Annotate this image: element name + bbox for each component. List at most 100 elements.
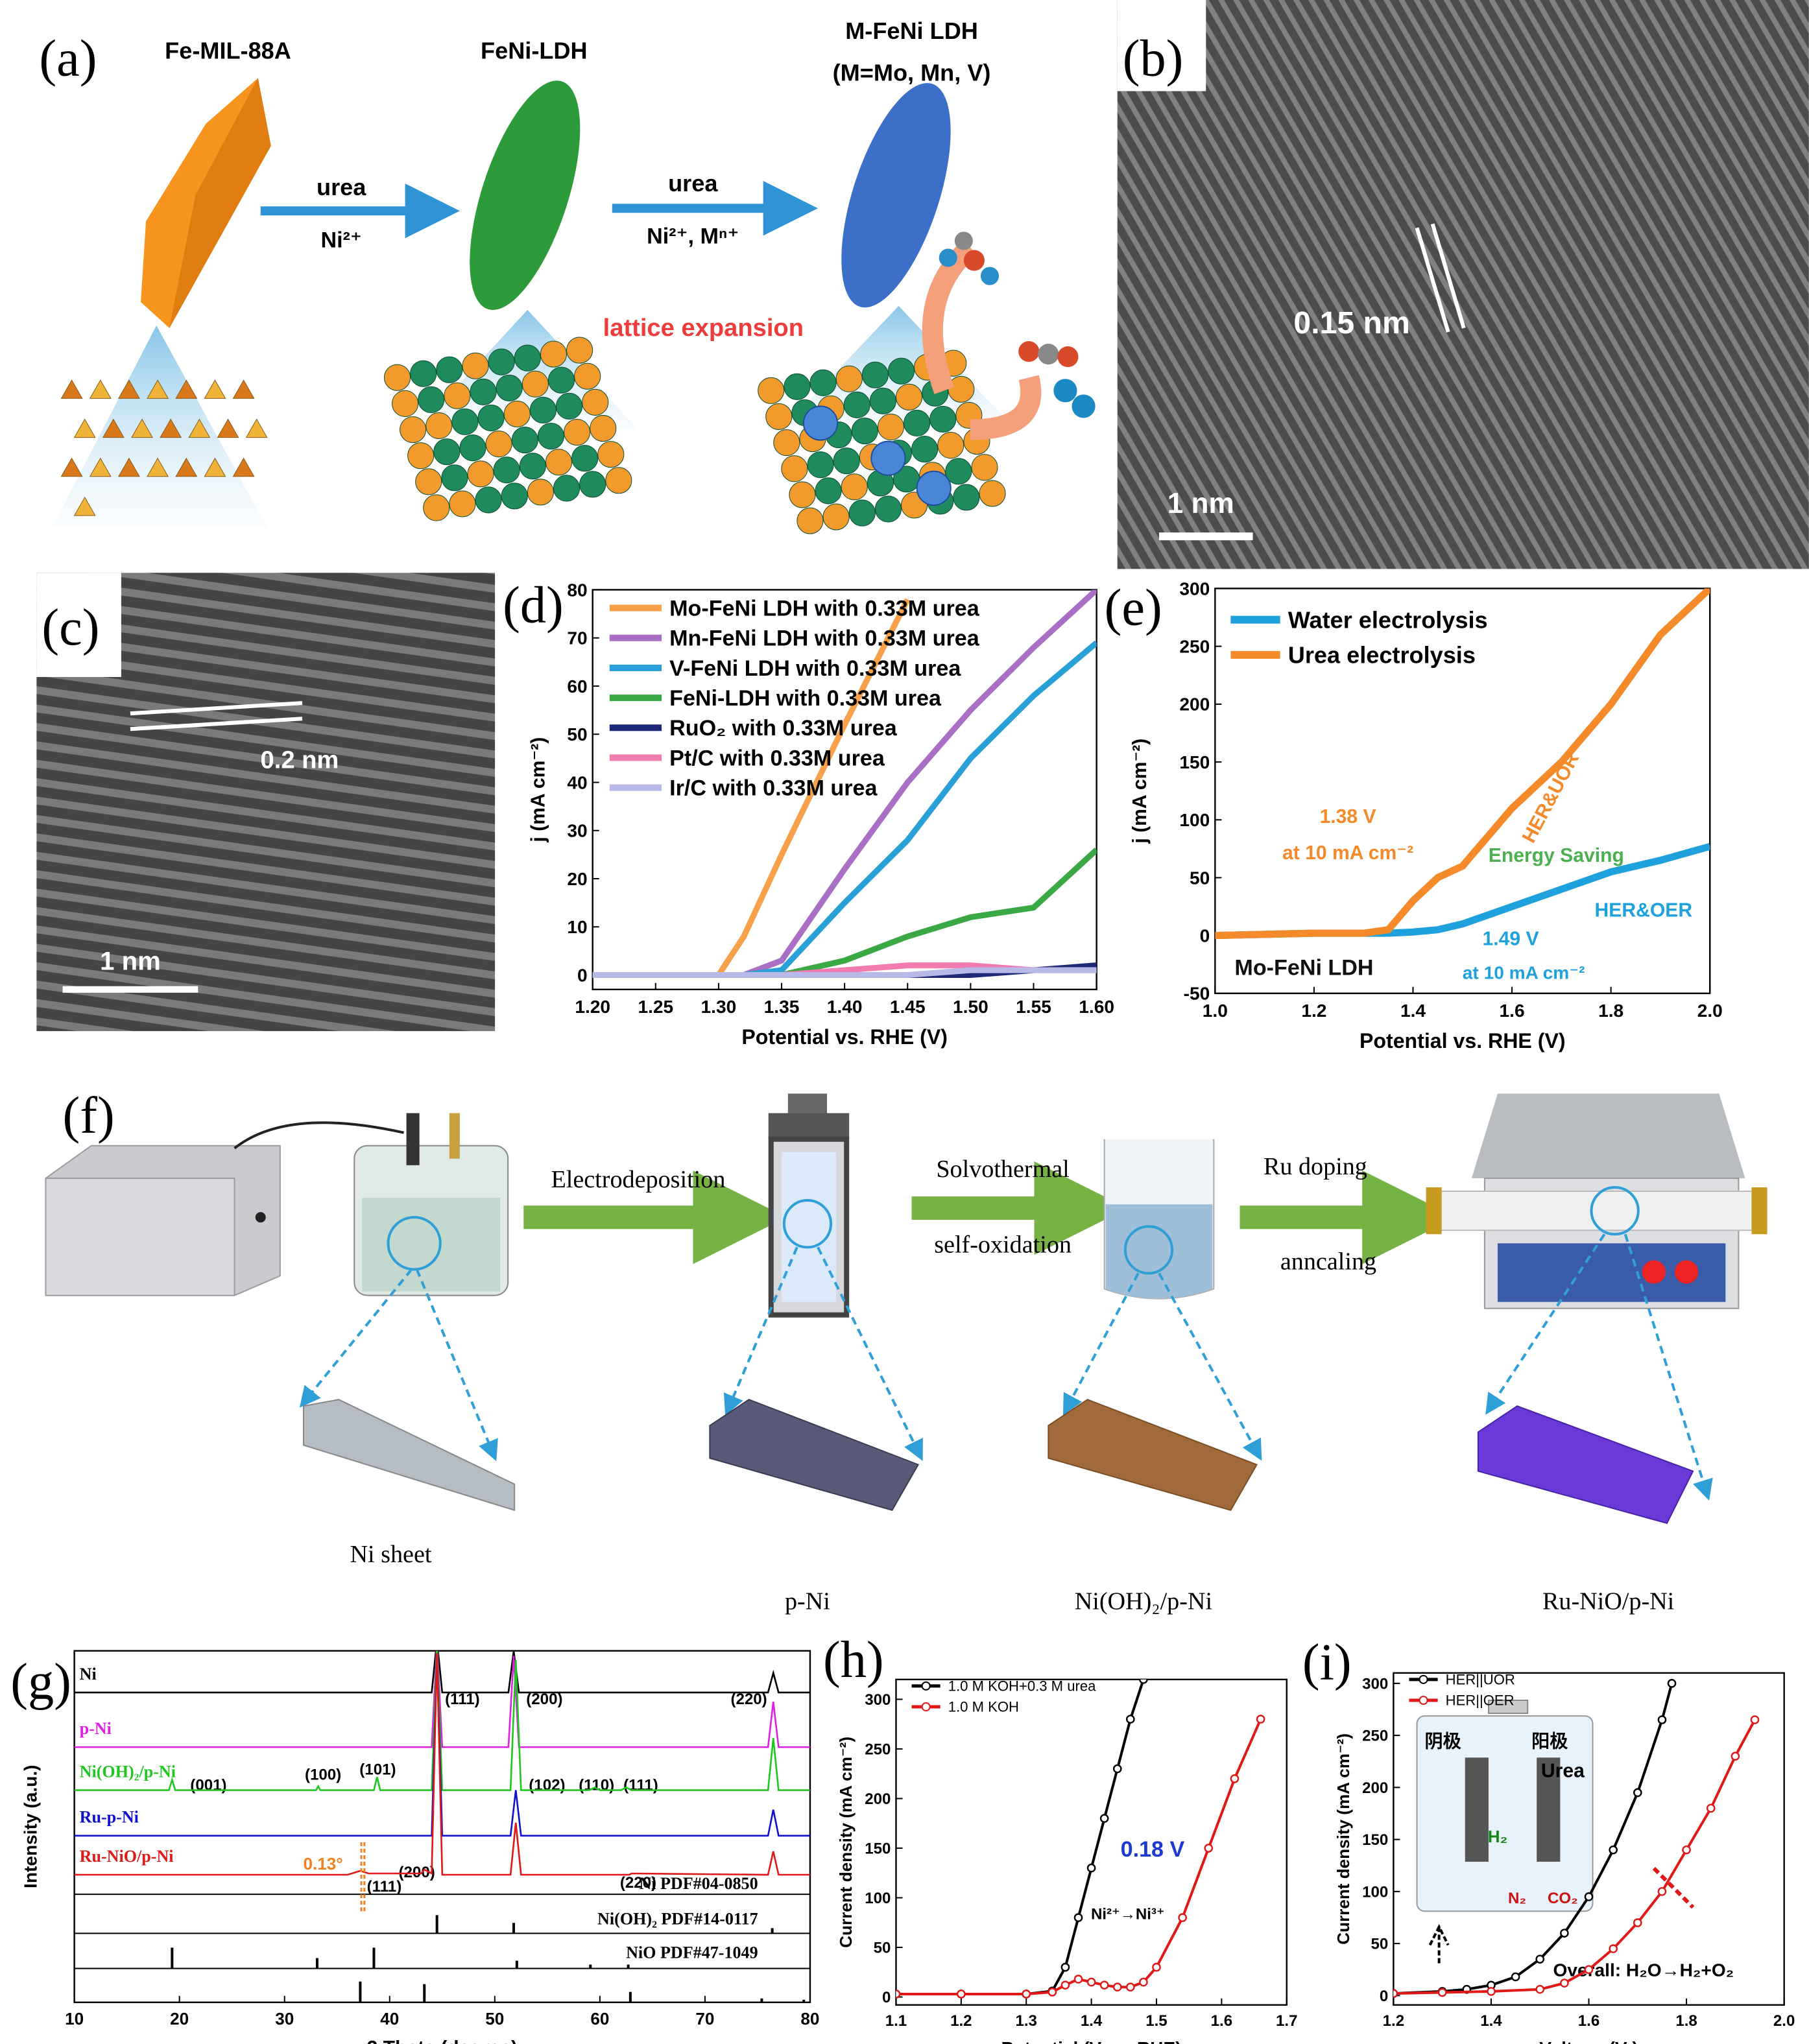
series-line	[1215, 588, 1710, 940]
fringe-marker	[130, 717, 303, 731]
zoom-arrow	[1158, 1272, 1262, 1461]
atom	[459, 434, 486, 462]
legend-label: Mo-FeNi LDH with 0.33M urea	[669, 597, 980, 621]
atom	[815, 477, 842, 505]
x-axis-label: Voltage (V )	[1539, 2038, 1638, 2044]
y-tick-label: 200	[1179, 695, 1210, 715]
atom	[436, 356, 463, 383]
y-tick-label: 300	[1362, 1675, 1388, 1693]
data-point	[1584, 1892, 1594, 1901]
data-point	[1073, 1975, 1083, 1984]
mof-node	[188, 418, 211, 438]
lattice	[758, 350, 1006, 534]
annotation: (001)	[190, 1777, 226, 1794]
y-tick-label: 40	[567, 772, 587, 792]
atom	[784, 373, 811, 400]
atom	[400, 416, 427, 444]
legend-label: Pt/C with 0.33M urea	[669, 746, 885, 770]
atom	[433, 438, 461, 466]
fringe-marker	[130, 701, 303, 716]
annotation: N₂	[1508, 1890, 1526, 1907]
atom	[773, 429, 800, 457]
data-point	[957, 1990, 966, 1999]
spacing-label: 0.2 nm	[261, 746, 339, 774]
atom	[449, 490, 476, 517]
mof-node	[245, 418, 268, 438]
power-supply-front	[45, 1177, 235, 1296]
atom	[822, 503, 850, 530]
mof-node	[89, 379, 112, 399]
step-label: Ru doping	[1264, 1153, 1367, 1180]
atom	[948, 375, 975, 403]
y-tick-label: 0	[1380, 1988, 1388, 2005]
y-tick-label: 50	[567, 724, 587, 744]
x-axis-label: 2 Theta (degree)	[366, 2038, 518, 2044]
flange	[1426, 1187, 1442, 1235]
x-tick-label: 40	[380, 2009, 399, 2028]
atom	[797, 507, 824, 534]
x-tick-label: 70	[695, 2009, 714, 2028]
mof-node	[89, 457, 112, 477]
atom	[953, 484, 980, 511]
atom	[462, 352, 489, 379]
y-tick-label: 200	[1362, 1779, 1388, 1797]
atom	[444, 382, 471, 409]
x-tick-label: 1.2	[1301, 1001, 1326, 1021]
y-tick-label: 0	[1200, 925, 1210, 945]
furnace-lid	[1471, 1093, 1745, 1178]
legend-label: Water electrolysis	[1288, 606, 1488, 633]
data-point	[1230, 1774, 1240, 1783]
zoom-arrow	[299, 1268, 413, 1408]
data-point	[1487, 1987, 1496, 1996]
annotation: HER&OER	[1595, 899, 1693, 921]
annotation: 1.49 V	[1483, 929, 1539, 950]
data-point	[1609, 1944, 1618, 1953]
dopant	[802, 405, 839, 441]
atom	[547, 366, 575, 394]
xrd-trace	[74, 1650, 810, 1694]
x-tick-label: 1.6	[1578, 2012, 1599, 2030]
annotation: (111)	[367, 1878, 402, 1895]
y-tick-label: 50	[874, 1939, 891, 1956]
label-box	[36, 573, 121, 677]
data-point	[1086, 1863, 1096, 1873]
x-tick-label: 1.4	[1081, 2012, 1103, 2030]
atom	[895, 383, 923, 410]
panel-a: (a) Fe-MIL-88A FeNi-LDH M-FeNi LDH (M=Mo…	[39, 18, 1096, 534]
zoom-arrow	[1485, 1233, 1606, 1415]
atom	[1038, 344, 1059, 365]
data-point	[1560, 1929, 1569, 1938]
y-tick-label: 150	[1179, 752, 1210, 772]
data-point	[1112, 1982, 1122, 1992]
legend-label: FeNi-LDH with 0.33M urea	[669, 686, 942, 711]
atom	[519, 453, 546, 480]
atom	[843, 391, 870, 418]
data-point	[1750, 1715, 1760, 1724]
atom	[423, 494, 450, 521]
annotation: Overall: H₂O→H₂+O₂	[1553, 1960, 1734, 1980]
mof-node	[118, 457, 140, 477]
stage-label: FeNi-LDH	[481, 37, 588, 64]
legend-marker	[921, 1681, 931, 1691]
inset-arrow	[1652, 1866, 1695, 1909]
annotation: Urea	[1541, 1760, 1585, 1781]
annotation: (200)	[526, 1691, 562, 1708]
panel-c: (c) 0.2 nm 1 nm	[36, 573, 496, 1032]
y-axis-label: j (mA cm⁻²)	[1129, 739, 1151, 844]
arrow-label: urea	[668, 170, 718, 196]
data-point	[1706, 1803, 1716, 1813]
y-tick-label: 150	[1362, 1831, 1388, 1849]
annotation: (100)	[305, 1766, 341, 1783]
atom	[391, 390, 419, 417]
data-point	[1060, 1962, 1070, 1972]
annotation: Mo-FeNi LDH	[1234, 956, 1373, 980]
atom	[877, 413, 904, 441]
data-point	[1731, 1752, 1740, 1761]
stage-label: M-FeNi LDH	[845, 18, 978, 44]
atom	[574, 362, 601, 390]
atom	[590, 414, 617, 442]
atom	[545, 449, 573, 476]
wire	[234, 1121, 404, 1150]
atom	[470, 378, 497, 405]
